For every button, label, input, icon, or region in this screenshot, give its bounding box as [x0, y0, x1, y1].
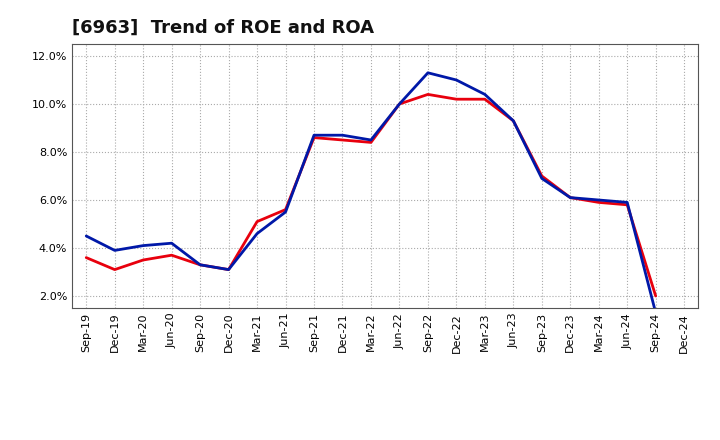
ROA	[282, 209, 290, 215]
ROE	[623, 202, 631, 207]
Line: ROE: ROE	[86, 95, 656, 296]
ROE	[480, 96, 489, 102]
ROE	[452, 96, 461, 102]
ROA	[509, 118, 518, 124]
ROA	[480, 92, 489, 97]
ROA	[623, 200, 631, 205]
ROA	[167, 241, 176, 246]
ROE	[366, 140, 375, 145]
Text: [6963]  Trend of ROE and ROA: [6963] Trend of ROE and ROA	[72, 19, 374, 37]
ROA	[366, 137, 375, 143]
ROE	[196, 262, 204, 268]
ROA	[537, 176, 546, 181]
ROE	[537, 173, 546, 179]
ROA	[423, 70, 432, 75]
ROA	[82, 233, 91, 238]
ROE	[110, 267, 119, 272]
ROE	[566, 195, 575, 200]
ROE	[253, 219, 261, 224]
ROA	[110, 248, 119, 253]
ROE	[282, 207, 290, 212]
ROE	[338, 137, 347, 143]
ROA	[253, 231, 261, 236]
ROE	[395, 101, 404, 106]
ROE	[652, 293, 660, 299]
ROA	[139, 243, 148, 248]
ROE	[82, 255, 91, 260]
ROA	[395, 101, 404, 106]
ROA	[196, 262, 204, 268]
ROE	[139, 257, 148, 263]
ROE	[595, 200, 603, 205]
ROA	[310, 132, 318, 138]
ROA	[338, 132, 347, 138]
ROA	[225, 267, 233, 272]
ROE	[509, 118, 518, 124]
ROE	[225, 267, 233, 272]
Line: ROA: ROA	[86, 73, 656, 313]
ROE	[310, 135, 318, 140]
ROA	[652, 310, 660, 315]
ROA	[452, 77, 461, 83]
ROE	[423, 92, 432, 97]
ROE	[167, 253, 176, 258]
ROA	[566, 195, 575, 200]
ROA	[595, 198, 603, 203]
